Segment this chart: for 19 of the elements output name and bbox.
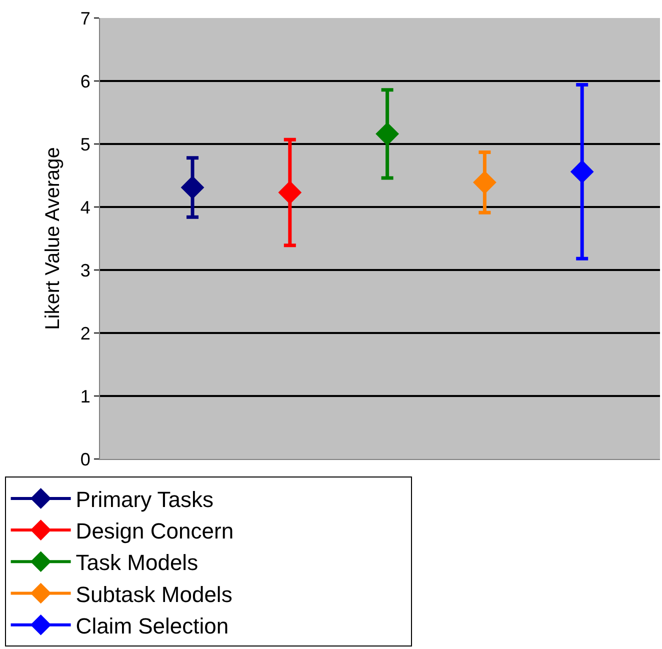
legend-label: Subtask Models [76, 582, 232, 607]
point [278, 180, 302, 204]
y-tick-label: 6 [80, 71, 90, 92]
point [570, 160, 594, 184]
y-tick-label: 1 [80, 386, 90, 406]
y-tick-label: 7 [80, 8, 90, 28]
point [473, 170, 496, 194]
y-tick-label: 4 [80, 197, 90, 218]
legend-label: Claim Selection [76, 613, 229, 638]
point [376, 122, 399, 146]
y-tick-label: 2 [80, 323, 90, 344]
point [180, 176, 204, 200]
y-tick-label: 5 [80, 134, 90, 154]
legend-label: Design Concern [76, 518, 234, 544]
legend-label: Task Models [76, 550, 198, 576]
y-axis-title: Likert Value Average [42, 147, 64, 330]
y-tick-label: 0 [80, 449, 90, 470]
legend-label: Primary Tasks [76, 487, 214, 512]
y-tick-label: 3 [80, 260, 90, 280]
